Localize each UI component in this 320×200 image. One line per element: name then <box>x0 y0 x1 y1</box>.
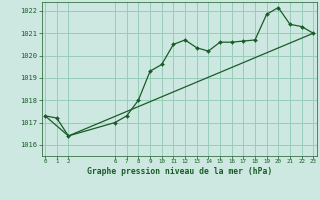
X-axis label: Graphe pression niveau de la mer (hPa): Graphe pression niveau de la mer (hPa) <box>87 167 272 176</box>
